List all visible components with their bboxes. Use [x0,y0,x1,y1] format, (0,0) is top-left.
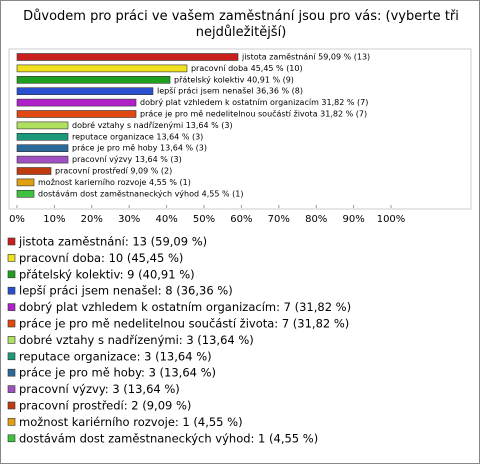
legend-swatch [7,352,16,361]
legend-label: lepší práci jsem nenašel: 8 (36,36 %) [19,284,233,298]
bar-label: práce je pro mě hoby 13,64 % (3) [72,144,207,153]
plot-frame [8,48,472,210]
bar-label: pracovní výzvy 13,64 % (3) [72,155,182,164]
x-tick-label: 30% [118,214,140,225]
bar-label: pracovní doba 45,45 % (10) [191,64,303,73]
bar [16,167,52,175]
bar [16,87,154,95]
legend-label: pracovní prostředí: 2 (9,09 %) [19,399,191,413]
legend-swatch [7,237,16,246]
x-tick-label: 50% [193,214,215,225]
bar [16,110,137,118]
x-tick-label: 20% [81,214,103,225]
bar [16,155,69,164]
bar-label: reputace organizace 13,64 % (3) [72,132,203,141]
legend-swatch [7,303,16,311]
legend-label: dobré vztahy s nadřízenými: 3 (13,64 %) [19,333,254,347]
legend-label: možnost kariérního rozvoje: 1 (4,55 %) [19,415,243,429]
bar [16,121,69,130]
legend-label: reputace organizace: 3 (13,64 %) [19,349,212,363]
bar [16,144,69,152]
bar-label: dostávám dost zaměstnaneckých výhod 4,55… [38,189,243,198]
bar [16,178,35,187]
chart-title: Důvodem pro práci ve vašem zaměstnání js… [23,9,459,40]
legend-swatch [7,368,16,377]
legend-swatch [7,286,16,295]
bar-label: práce je pro mě nedelitelnou součástí ži… [140,109,367,119]
bar-label: přátelský kolektiv 40,91 % (9) [174,75,294,84]
legend-swatch [7,418,16,426]
bar-label: možnost karierního rozvoje 4,55 % (1) [38,178,191,187]
bar-label: dobrý plat vzhledem k ostatním organizac… [140,98,368,107]
x-tick-label: 40% [155,214,177,225]
x-tick-label: 60% [230,214,252,225]
bar [16,190,35,198]
bar-label: pracovní prostředí 9,09 % (2) [55,167,172,176]
bar [16,133,69,141]
legend-swatch [7,385,16,393]
legend-label: práce je pro mě nedelitelnou součástí ži… [19,317,349,331]
legend-swatch [7,434,16,443]
bar-label: lepší práci jsem nenašel 36,36 % (8) [157,86,303,96]
x-tick-label: 10% [43,214,65,225]
legend-swatch [7,270,16,279]
legend-label: přátelský kolektiv: 9 (40,91 %) [19,267,195,281]
x-tick-label: 0% [9,214,25,225]
legend-label: dobrý plat vzhledem k ostatním organizac… [19,300,351,314]
bar [16,53,239,61]
legend-label: práce je pro mě hoby: 3 (13,64 %) [19,366,216,380]
legend-label: dostávám dost zaměstnaneckých výhod: 1 (… [19,431,318,445]
legend-label: jistota zaměstnání: 13 (59,09 %) [18,235,207,249]
legend-swatch [7,401,16,410]
legend-label: pracovní doba: 10 (45,45 %) [19,251,183,265]
bar [16,98,137,107]
legend-swatch [7,254,16,262]
legend-swatch [7,319,16,328]
bar-label: dobré vztahy s nadřízenými 13,64 % (3) [72,120,233,130]
legend-label: pracovní výzvy: 3 (13,64 %) [19,382,180,396]
x-tick-label: 90% [342,214,364,225]
x-tick-label: 70% [268,214,290,225]
legend-swatch [7,336,16,344]
x-tick-label: 80% [305,214,327,225]
bar-label: jistota zaměstnání 59,09 % (13) [241,53,370,62]
bar [16,76,171,84]
bar [16,64,188,73]
x-tick-label: 100% [377,214,406,225]
